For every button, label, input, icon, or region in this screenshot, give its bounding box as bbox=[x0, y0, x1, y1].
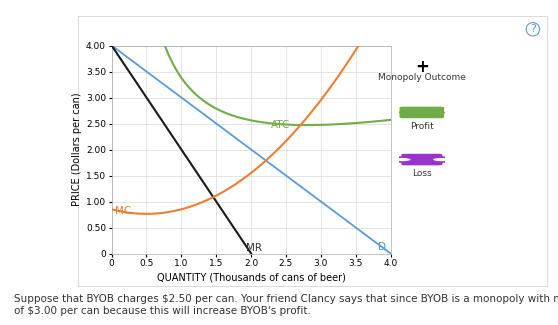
Text: +: + bbox=[415, 58, 429, 76]
FancyBboxPatch shape bbox=[400, 108, 444, 117]
Text: MR: MR bbox=[246, 243, 262, 254]
Polygon shape bbox=[399, 108, 405, 117]
Text: Profit: Profit bbox=[410, 122, 434, 131]
Text: Monopoly Outcome: Monopoly Outcome bbox=[378, 73, 466, 83]
FancyBboxPatch shape bbox=[402, 155, 441, 164]
Text: ?: ? bbox=[530, 24, 536, 34]
Text: Loss: Loss bbox=[412, 169, 432, 178]
Polygon shape bbox=[439, 108, 445, 117]
Circle shape bbox=[432, 157, 450, 162]
Y-axis label: PRICE (Dollars per can): PRICE (Dollars per can) bbox=[72, 93, 82, 206]
X-axis label: QUANTITY (Thousands of cans of beer): QUANTITY (Thousands of cans of beer) bbox=[157, 272, 345, 282]
Text: MC: MC bbox=[115, 206, 131, 216]
Text: ATC: ATC bbox=[271, 120, 290, 130]
Text: Suppose that BYOB charges $2.50 per can. Your friend Clancy says that since BYOB: Suppose that BYOB charges $2.50 per can.… bbox=[14, 294, 558, 316]
Circle shape bbox=[393, 157, 412, 162]
Text: D: D bbox=[378, 242, 386, 253]
